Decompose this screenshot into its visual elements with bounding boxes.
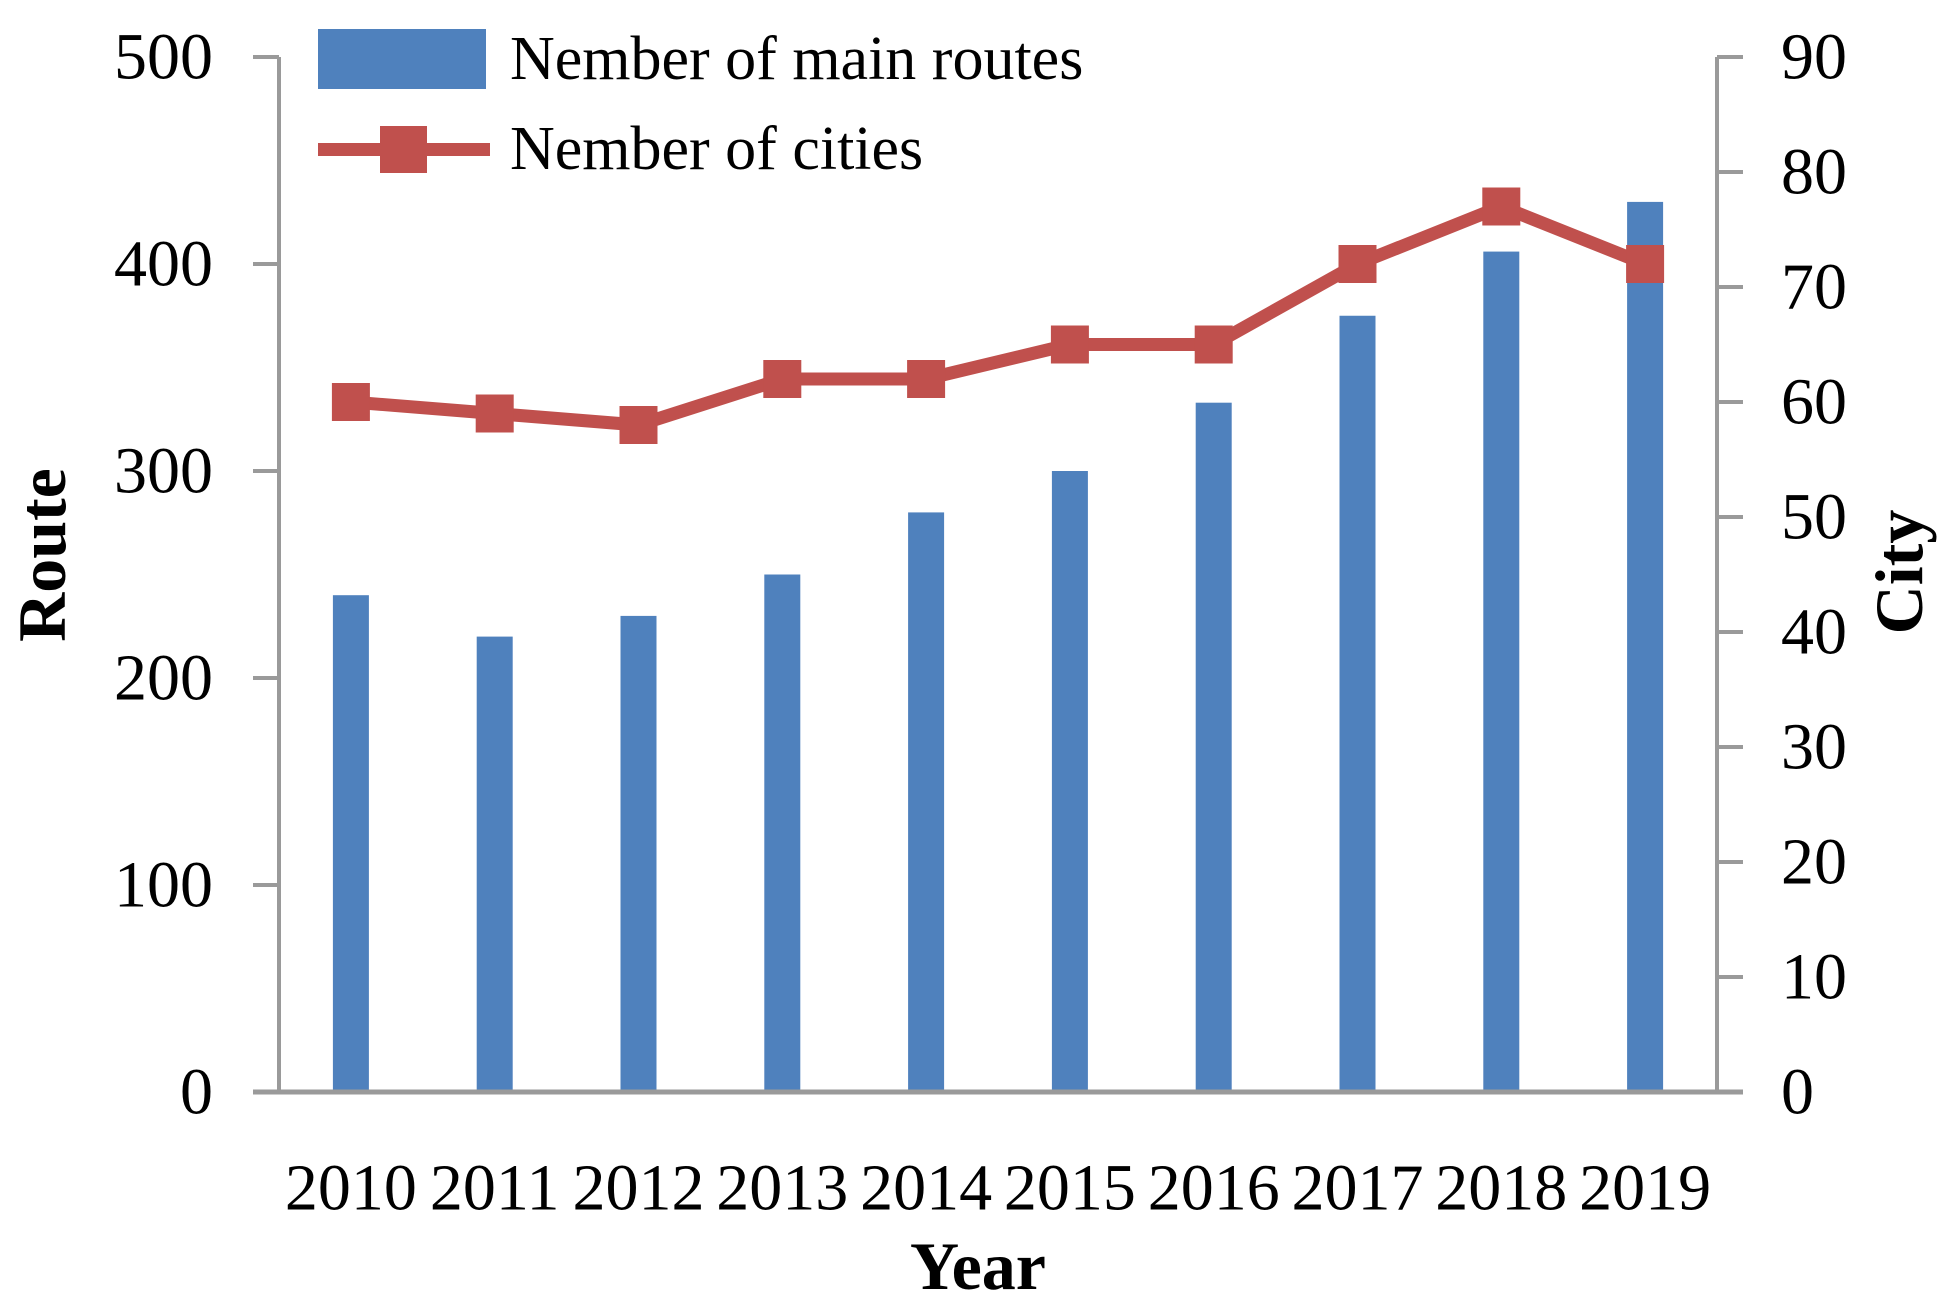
line-marker-2010 [331, 383, 370, 421]
left-axis-tick-label: 0 [180, 1056, 213, 1129]
x-axis-tick-label: 2019 [1579, 1152, 1711, 1225]
left-axis-tick-label: 200 [114, 642, 213, 715]
right-axis-tick-label: 80 [1781, 136, 1847, 209]
right-axis-tick-label: 60 [1781, 366, 1847, 439]
bar-2010 [332, 595, 369, 1092]
line-marker-2015 [1050, 325, 1089, 364]
x-axis-tick-label: 2016 [1148, 1152, 1280, 1225]
bar-2014 [908, 512, 945, 1092]
x-axis-tick-label: 2013 [716, 1152, 848, 1225]
left-axis-tick-label: 300 [114, 435, 213, 508]
x-axis-tick-label: 2017 [1292, 1152, 1424, 1225]
right-axis-tick-label: 10 [1781, 941, 1847, 1014]
bar-2016 [1195, 402, 1232, 1092]
left-axis-tick-label: 100 [114, 849, 213, 922]
x-axis-tick-label: 2010 [285, 1152, 417, 1225]
line-marker-2013 [763, 360, 802, 398]
left-axis-tick-label: 400 [114, 228, 213, 301]
line-marker-2016 [1194, 325, 1233, 364]
right-axis-tick-label: 40 [1781, 596, 1847, 669]
chart-legend: Nember of main routes Nember of cities [318, 28, 1083, 208]
x-axis-tick-label: 2014 [860, 1152, 992, 1225]
left-axis-tick-label: 500 [114, 21, 213, 94]
bar-series-swatch-icon [318, 29, 486, 89]
line-marker-2014 [907, 360, 946, 398]
cities-line [350, 199, 1648, 432]
right-axis-title: City [1861, 509, 1937, 635]
right-axis-tick-label: 30 [1781, 711, 1847, 784]
right-axis-tick-label: 0 [1781, 1056, 1814, 1129]
line-marker-2019 [1626, 245, 1665, 283]
bar-2017 [1339, 315, 1376, 1092]
x-axis-tick-label: 2012 [573, 1152, 705, 1225]
x-axis-tick-label: 2015 [1004, 1152, 1136, 1225]
line-marker-2017 [1338, 245, 1377, 283]
right-axis-tick-label: 90 [1781, 21, 1847, 94]
bar-2013 [764, 574, 801, 1092]
right-axis-tick-label: 70 [1781, 251, 1847, 324]
x-axis-tick-label: 2018 [1435, 1152, 1567, 1225]
square-marker-icon [380, 125, 427, 173]
left-axis-title: Route [4, 468, 80, 642]
right-axis-tick-label: 20 [1781, 826, 1847, 899]
bar-2018 [1483, 251, 1520, 1092]
line-marker-2012 [619, 406, 658, 444]
x-axis-title: Year [910, 1228, 1046, 1302]
right-axis-tick-label: 50 [1781, 481, 1847, 554]
legend-item-main-routes: Nember of main routes [318, 28, 1083, 90]
line-marker-2011 [475, 394, 514, 433]
bar-2019 [1627, 201, 1664, 1092]
legend-item-cities: Nember of cities [318, 118, 1083, 180]
bar-2011 [476, 636, 513, 1092]
bar-2012 [620, 615, 657, 1092]
legend-label-cities: Nember of cities [510, 115, 924, 183]
bar-2015 [1051, 471, 1088, 1092]
line-series-swatch-icon [318, 125, 490, 173]
x-axis-tick-label: 2011 [430, 1152, 560, 1225]
legend-label-main-routes: Nember of main routes [510, 25, 1084, 93]
line-marker-2018 [1482, 187, 1521, 226]
